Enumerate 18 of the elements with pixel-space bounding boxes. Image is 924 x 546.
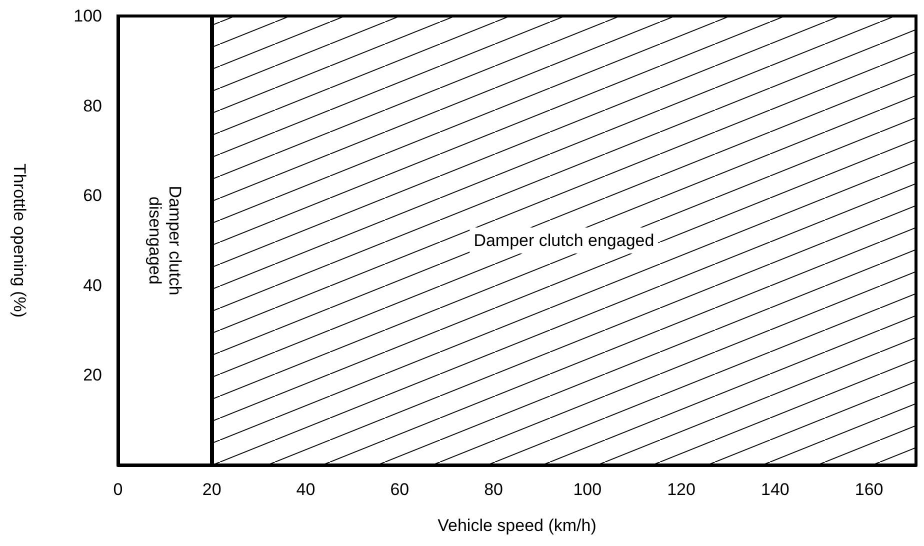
annotation: Damper clutch engaged	[474, 231, 654, 250]
x-axis-title: Vehicle speed (km/h)	[438, 516, 596, 535]
y-tick-label: 40	[83, 276, 102, 295]
x-tick-label: 120	[667, 480, 696, 499]
x-tick-label: 20	[202, 480, 222, 499]
y-tick-label: 20	[83, 366, 102, 385]
x-tick-label: 80	[484, 480, 503, 499]
x-tick-label: 160	[854, 480, 884, 499]
y-axis-title: Throttle opening (%)	[10, 163, 29, 318]
x-tick-label: 40	[296, 480, 316, 499]
y-tick-label: 100	[74, 6, 102, 26]
x-tick-label: 100	[573, 480, 602, 499]
x-tick-label: 60	[390, 480, 410, 499]
y-tick-label: 80	[83, 96, 102, 116]
annotation: Damper clutch disengaged	[145, 186, 184, 296]
y-tick-label: 60	[83, 186, 102, 206]
x-tick-label: 0	[113, 480, 123, 499]
x-tick-label: 140	[760, 480, 790, 499]
